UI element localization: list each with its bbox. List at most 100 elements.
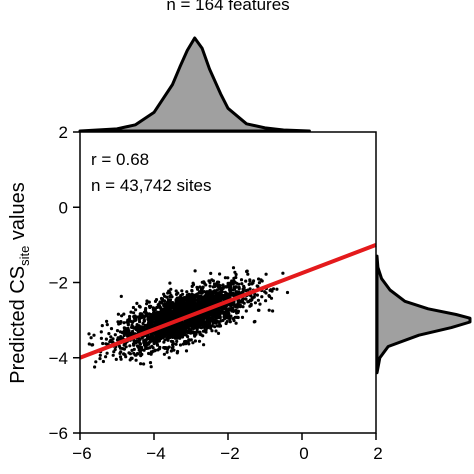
scatter-point — [132, 311, 136, 315]
scatter-point — [211, 285, 215, 289]
x-tick-label: 2 — [373, 444, 382, 463]
scatter-point — [108, 340, 112, 344]
scatter-point — [125, 332, 129, 336]
scatter-point — [270, 289, 274, 293]
scatter-point — [187, 321, 191, 325]
scatter-point — [221, 306, 225, 310]
scatter-point — [214, 315, 218, 319]
x-axis: −6 −4 −2 0 2 — [72, 433, 383, 463]
scatter-point — [187, 342, 191, 346]
scatter-point — [204, 295, 208, 299]
scatter-point — [234, 315, 239, 319]
scatter-point — [135, 301, 139, 305]
scatter-point — [168, 291, 172, 295]
scatter-point — [220, 293, 225, 297]
scatter-point — [205, 320, 209, 324]
scatter-point — [197, 295, 201, 299]
scatter-point — [215, 288, 219, 292]
scatter-point — [214, 329, 218, 333]
scatter-point — [204, 328, 208, 332]
scatter-point — [128, 344, 132, 348]
scatter-point — [263, 290, 267, 294]
scatter-point — [194, 332, 198, 336]
scatter-point — [183, 311, 188, 315]
scatter-point — [224, 294, 228, 298]
scatter-point — [244, 279, 248, 283]
scatter-point — [160, 321, 164, 325]
scatter-point — [170, 325, 174, 329]
scatter-point — [142, 319, 146, 323]
scatter-point — [170, 315, 174, 319]
scatter-point — [156, 348, 160, 352]
y-axis-label-main: Predicted CS — [7, 266, 29, 384]
scatter-point — [211, 314, 215, 318]
scatter-point — [200, 290, 204, 294]
scatter-point — [201, 286, 205, 290]
scatter-point — [165, 295, 169, 299]
y-tick-label: 0 — [59, 198, 68, 217]
scatter-point — [144, 306, 148, 311]
scatter-point — [182, 321, 186, 325]
scatter-point — [195, 317, 199, 321]
scatter-point — [130, 320, 134, 324]
scatter-point — [250, 296, 254, 300]
scatter-point — [109, 327, 114, 331]
scatter-point — [132, 343, 136, 347]
scatter-point — [147, 342, 151, 346]
scatter-point — [235, 290, 239, 294]
scatter-point — [134, 318, 138, 322]
scatter-point — [240, 282, 244, 286]
scatter-point — [150, 350, 154, 354]
scatter-point — [116, 336, 120, 340]
scatter-point — [115, 329, 120, 333]
scatter-point — [240, 315, 245, 319]
scatter-point — [176, 309, 180, 313]
scatter-point — [159, 306, 163, 310]
scatter-point — [145, 325, 149, 329]
scatter-point — [207, 319, 211, 323]
scatter-point — [147, 351, 151, 356]
scatter-point — [191, 281, 195, 285]
scatter-point — [245, 269, 249, 274]
scatter-point — [216, 295, 221, 299]
scatter-point — [164, 314, 168, 318]
scatter-point — [148, 305, 152, 310]
scatter-point — [209, 290, 213, 294]
scatter-point — [104, 355, 108, 359]
x-tick-label: −2 — [220, 444, 239, 463]
scatter-point — [253, 319, 257, 324]
scatter-point — [205, 315, 209, 319]
scatter-point — [197, 307, 201, 311]
scatter-point — [118, 346, 123, 350]
scatter-point — [134, 308, 138, 312]
scatter-point — [175, 339, 179, 343]
scatter-point — [231, 293, 235, 297]
scatter-point — [208, 312, 212, 317]
scatter-point — [119, 335, 123, 339]
scatter-point — [285, 290, 290, 295]
scatter-point — [138, 312, 142, 316]
scatter-point — [156, 321, 160, 325]
scatter-point — [208, 284, 212, 288]
scatter-point — [134, 358, 138, 362]
scatter-point — [226, 276, 230, 280]
scatter-point — [224, 307, 228, 311]
scatter-point — [187, 338, 191, 342]
scatter-point — [119, 320, 123, 324]
scatter-point — [113, 333, 117, 337]
scatter-point — [186, 335, 190, 339]
scatter-point — [255, 293, 259, 297]
scatter-point — [251, 281, 255, 285]
scatter-point — [196, 298, 200, 302]
scatter-point — [155, 319, 159, 323]
scatter-point — [193, 296, 197, 300]
scatter-point — [186, 331, 191, 335]
scatter-point — [160, 297, 165, 301]
y-axis: −6 −4 −2 0 2 — [49, 123, 80, 443]
scatter-point — [139, 362, 143, 366]
y-tick-label: −4 — [49, 349, 68, 368]
scatter-point — [222, 296, 226, 300]
scatter-point — [90, 343, 94, 347]
scatter-point — [216, 331, 221, 335]
